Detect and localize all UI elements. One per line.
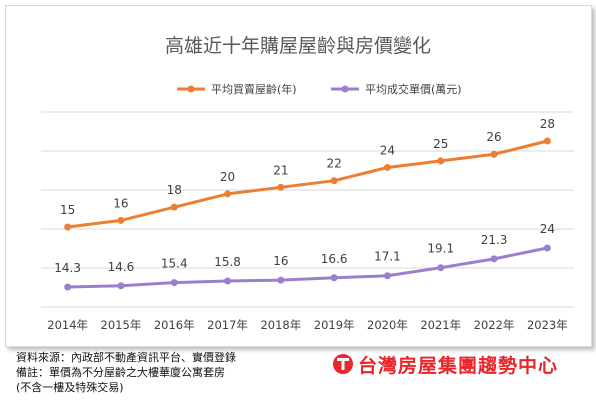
data-label: 22 [327,157,342,171]
data-label: 19.1 [427,242,454,256]
legend: 平均買賣屋齡(年) 平均成交單價(萬元) [177,82,462,96]
line-chart: 高雄近十年購屋屋齡與房價變化 平均買賣屋齡(年) 平均成交單價(萬元) 15 16… [41,35,574,332]
data-label: 21 [273,163,288,177]
series-lines [64,137,551,291]
data-label: 25 [433,137,448,151]
x-axis-ticks: 2014年 2015年 2016年 2017年 2018年 2019年 2020年 2021年… [47,318,567,332]
series-line-0 [67,139,548,229]
data-point [330,274,338,282]
data-point [383,163,391,171]
data-labels: 15 16 18 20 21 22 24 25 26 28 14.3 14.6 15.4 15.8 16 16… [54,117,555,275]
data-point [277,276,285,284]
gridlines [41,111,574,308]
data-point [543,244,551,252]
data-label: 24 [380,143,395,157]
legend-label-age: 平均買賣屋齡(年) [211,82,297,96]
data-point [330,177,338,185]
data-label: 14.3 [54,261,81,275]
data-point [543,137,551,145]
legend-marker-age [187,85,195,93]
legend-marker-price [341,85,349,93]
brand-logo-icon [333,354,353,374]
brand-name: 台灣房屋集團趨勢中心 [358,354,559,377]
chart-area: 高雄近十年購屋屋齡與房價變化 平均買賣屋齡(年) 平均成交單價(萬元) 15 16… [5,5,592,347]
data-point [490,150,498,158]
x-tick-label: 2021年 [420,318,461,332]
x-tick-label: 2020年 [367,318,408,332]
data-label: 24 [540,222,555,236]
brand-logo-block: 台灣房屋集團趨勢中心 [332,351,558,377]
x-tick-label: 2019年 [314,318,355,332]
x-tick-label: 2016年 [154,318,195,332]
x-tick-label: 2015年 [101,318,142,332]
x-tick-label: 2018年 [260,318,301,332]
data-label: 16.6 [321,252,348,266]
data-label: 16 [113,196,128,210]
data-label: 28 [540,117,555,131]
chart-title: 高雄近十年購屋屋齡與房價變化 [165,35,431,57]
data-point [224,277,232,285]
x-tick-label: 2023年 [527,318,568,332]
data-point [64,223,72,231]
data-label: 18 [167,183,182,197]
remark-note-2: (不含一樓及特殊交易) [16,381,124,394]
data-point [277,183,285,191]
data-label: 26 [486,130,501,144]
x-tick-label: 2017年 [207,318,248,332]
data-point [117,282,125,290]
data-point [64,283,72,291]
data-label: 15 [60,203,75,217]
data-label: 15.4 [161,257,188,271]
data-label: 15.8 [214,255,241,269]
data-point [490,255,498,263]
legend-label-price: 平均成交單價(萬元) [365,82,462,96]
data-point [437,157,445,165]
data-point [170,279,178,287]
series-line-1 [67,246,548,289]
data-point [224,190,232,198]
data-label: 17.1 [374,250,401,264]
data-point [170,203,178,211]
source-note: 資料來源：內政部不動產資訊平台、實價登錄 [16,351,236,364]
data-point [437,264,445,272]
footer-notes: 資料來源：內政部不動產資訊平台、實價登錄 備註：單價為不分屋齡之大樓華廈公寓套房… [16,350,236,395]
x-tick-label: 2014年 [47,318,88,332]
remark-note: 備註：單價為不分屋齡之大樓華廈公寓套房 [16,366,225,379]
x-tick-label: 2022年 [474,318,515,332]
data-label: 21.3 [481,233,508,247]
data-label: 20 [220,170,235,184]
data-label: 16 [273,254,288,268]
data-point [383,272,391,280]
data-point [117,216,125,224]
data-label: 14.6 [108,260,135,274]
